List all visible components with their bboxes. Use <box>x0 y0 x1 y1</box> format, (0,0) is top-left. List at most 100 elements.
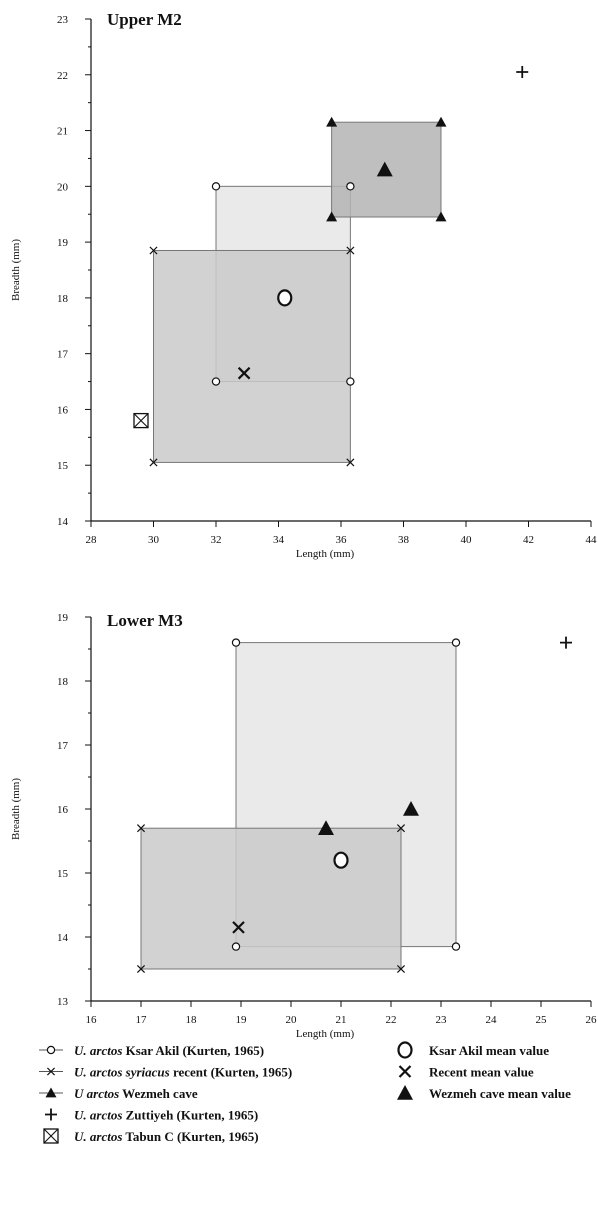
panel-title: Upper M2 <box>107 10 182 29</box>
legend-item-recent: U. arctos syriacus recent (Kurten, 1965) <box>74 1065 292 1080</box>
y-tick-label: 13 <box>57 996 69 1008</box>
ksar-corner-marker <box>451 638 461 647</box>
wezmeh-corner-marker <box>435 116 447 127</box>
y-tick-label: 15 <box>57 868 69 880</box>
chart-panel-2: 16 17 18 19 20 21 22 23 24 25 26 13 14 15 16 17 18 19 Leng… <box>10 611 597 1040</box>
recent-corner-marker <box>149 458 158 467</box>
y-axis-label: Breadth (mm) <box>10 778 22 840</box>
legend-item-wezmeh: U arctos Wezmeh cave <box>74 1086 198 1101</box>
wezmeh-mean-marker <box>318 820 334 835</box>
y-axis-label: Breadth (mm) <box>10 239 22 301</box>
y-tick-label: 22 <box>57 70 68 82</box>
legend-species: U. arctos <box>74 1129 122 1144</box>
y-tick-label: 19 <box>57 612 69 624</box>
x-tick-label: 42 <box>523 534 534 546</box>
zuttiyeh-marker <box>45 1108 57 1121</box>
x-axis-label: Length (mm) <box>296 548 355 560</box>
y-tick-label: 21 <box>57 126 68 138</box>
x-tick-label: 34 <box>273 534 285 546</box>
recent-range-box <box>140 827 402 970</box>
legend-label: Tabun C (Kurten, 1965) <box>122 1129 258 1144</box>
ksar-corner-marker <box>451 942 461 951</box>
x-tick-label: 25 <box>536 1014 548 1026</box>
legend-label: Wezmeh cave mean value <box>429 1086 571 1101</box>
legend-species: U arctos <box>74 1086 119 1101</box>
y-tick-label: 19 <box>57 237 69 249</box>
recent-corner-marker <box>46 1067 56 1076</box>
x-tick-label: 17 <box>136 1014 148 1026</box>
chart-panel-1: 28 30 32 34 36 38 40 42 44 14 15 16 17 18 19 20 21 22 23 Le… <box>10 10 597 560</box>
x-tick-label: 19 <box>236 1014 248 1026</box>
recent-mean-marker <box>232 921 245 934</box>
legend: U. arctos Ksar Akil (Kurten, 1965)U. arc… <box>39 1041 571 1144</box>
x-tick-label: 40 <box>461 534 473 546</box>
ksar-mean-marker <box>277 289 293 307</box>
legend-item-tabun: U. arctos Tabun C (Kurten, 1965) <box>74 1129 259 1144</box>
wezmeh-corner-marker <box>435 211 447 222</box>
legend-item-wezmeh_mean: Wezmeh cave mean value <box>429 1086 571 1101</box>
recent-mean-marker <box>398 1065 412 1078</box>
x-tick-label: 21 <box>336 1014 347 1026</box>
recent-range-box <box>153 249 351 463</box>
legend-item-recent_mean: Recent mean value <box>429 1065 534 1080</box>
legend-label: Recent mean value <box>429 1065 534 1080</box>
legend-label: Zuttiyeh (Kurten, 1965) <box>122 1108 258 1123</box>
wezmeh-corner-marker <box>326 116 338 127</box>
recent-mean-marker <box>237 366 251 380</box>
recent-corner-marker <box>136 964 146 974</box>
legend-label: recent (Kurten, 1965) <box>170 1065 293 1080</box>
ksar-corner-marker <box>231 638 241 647</box>
recent-corner-marker <box>346 458 355 467</box>
legend-species: U. arctos <box>74 1043 122 1058</box>
y-tick-label: 16 <box>57 804 69 816</box>
x-tick-label: 16 <box>86 1014 98 1026</box>
y-tick-label: 14 <box>57 932 69 944</box>
legend-label: Ksar Akil (Kurten, 1965) <box>122 1043 264 1058</box>
recent-corner-marker <box>149 246 158 255</box>
x-tick-label: 36 <box>336 534 348 546</box>
ksar-mean-marker <box>397 1041 413 1059</box>
ksar-corner-marker <box>231 942 241 951</box>
x-axis-label: Length (mm) <box>296 1028 355 1040</box>
ksar-corner-marker <box>211 377 221 386</box>
recent-corner-marker <box>396 964 406 974</box>
recent-corner-marker <box>346 246 355 255</box>
y-tick-label: 20 <box>57 181 69 193</box>
x-tick-label: 20 <box>286 1014 298 1026</box>
y-tick-label: 17 <box>57 740 69 752</box>
x-tick-label: 38 <box>398 534 410 546</box>
zuttiyeh-marker <box>516 65 529 78</box>
legend-species: U. arctos <box>74 1108 122 1123</box>
ksar-mean-marker <box>333 851 349 869</box>
legend-item-zuttiyeh: U. arctos Zuttiyeh (Kurten, 1965) <box>74 1108 258 1123</box>
x-tick-label: 32 <box>211 534 222 546</box>
ksar-corner-marker <box>346 182 355 191</box>
x-tick-label: 26 <box>586 1014 598 1026</box>
y-tick-label: 17 <box>57 349 69 361</box>
x-tick-label: 23 <box>436 1014 448 1026</box>
legend-item-ksar: U. arctos Ksar Akil (Kurten, 1965) <box>74 1043 264 1058</box>
wezmeh-mean-marker <box>403 801 419 816</box>
ksar-corner-marker <box>46 1045 56 1055</box>
x-tick-label: 28 <box>86 534 98 546</box>
ksar-corner-marker <box>211 182 221 191</box>
legend-label: Wezmeh cave <box>119 1086 198 1101</box>
y-tick-label: 16 <box>57 404 69 416</box>
recent-corner-marker <box>396 824 406 833</box>
ksar-corner-marker <box>346 377 355 386</box>
zuttiyeh-marker <box>560 636 572 649</box>
y-tick-label: 14 <box>57 516 69 528</box>
x-tick-label: 44 <box>586 534 598 546</box>
tabun-marker-cross <box>43 1128 59 1144</box>
y-tick-label: 23 <box>57 14 69 26</box>
wezmeh-corner-marker <box>45 1087 57 1098</box>
x-tick-label: 30 <box>148 534 160 546</box>
y-tick-label: 18 <box>57 676 69 688</box>
y-tick-label: 18 <box>57 293 69 305</box>
x-tick-label: 22 <box>386 1014 397 1026</box>
legend-species: U. arctos syriacus <box>74 1065 170 1080</box>
tabun-marker-cross <box>133 413 149 428</box>
legend-item-ksar_mean: Ksar Akil mean value <box>429 1043 549 1058</box>
recent-corner-marker <box>136 824 146 833</box>
